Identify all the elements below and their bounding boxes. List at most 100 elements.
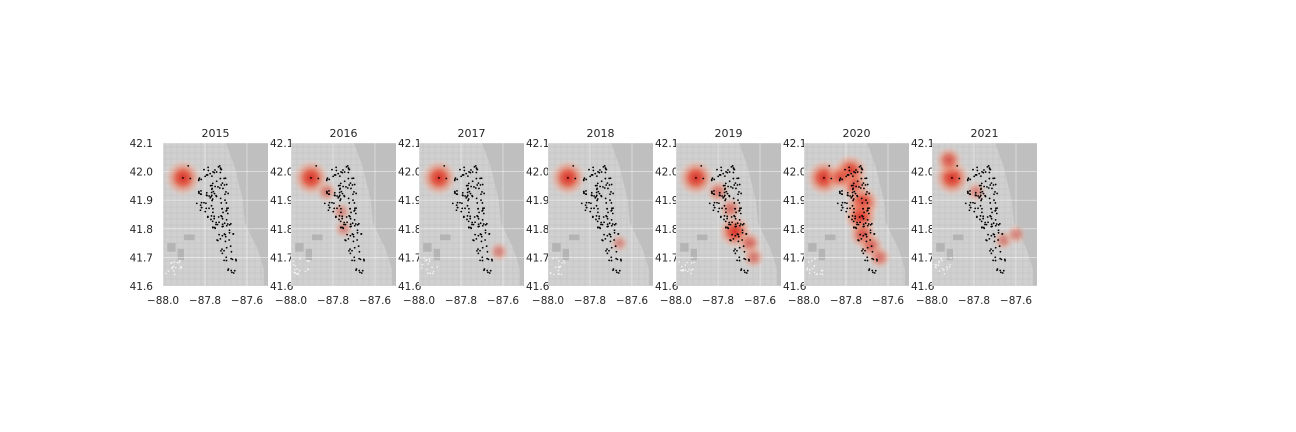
basemap-speckle (943, 273, 946, 275)
panel-content (676, 143, 781, 286)
density-hotspot (933, 145, 964, 176)
station-point (468, 211, 470, 214)
basemap-speckle (550, 272, 552, 275)
station-point (988, 197, 991, 200)
station-point (984, 180, 987, 183)
basemap-speckle (176, 261, 179, 264)
station-point (610, 202, 613, 204)
station-point (956, 164, 959, 167)
y-tick-label-right: 41.7 (398, 252, 421, 264)
station-point (862, 207, 865, 210)
station-point (1002, 269, 1005, 272)
station-point (339, 226, 342, 229)
station-point (339, 184, 341, 187)
station-point (862, 223, 865, 226)
basemap-block (690, 248, 697, 261)
station-point (218, 233, 220, 236)
station-point (224, 199, 226, 202)
station-point (590, 207, 593, 210)
station-point (613, 231, 616, 234)
station-point (997, 231, 1000, 234)
station-point (338, 175, 341, 178)
station-point (746, 269, 749, 272)
station-point (467, 199, 469, 202)
station-point (856, 221, 859, 224)
station-point (610, 218, 613, 221)
y-tick-label-left: 41.6 (130, 281, 154, 293)
station-point (597, 171, 599, 173)
basemap-speckle (816, 273, 819, 275)
station-point (864, 177, 867, 180)
station-point (182, 176, 184, 179)
station-point (610, 224, 613, 227)
station-point (734, 207, 737, 210)
station-point (619, 258, 622, 261)
y-tick-label-right: 41.6 (655, 281, 679, 293)
station-point (343, 221, 346, 224)
station-point (695, 176, 697, 179)
station-point (854, 226, 857, 229)
station-point (475, 167, 478, 169)
station-point (736, 259, 738, 262)
station-point (453, 178, 456, 181)
station-point (466, 188, 469, 191)
station-point (328, 178, 331, 181)
station-point (731, 233, 733, 236)
station-point (846, 174, 849, 176)
station-point (222, 187, 224, 190)
y-tick-label-right: 41.6 (783, 281, 807, 293)
station-point (603, 187, 606, 189)
station-point (471, 195, 474, 198)
basemap-speckle (557, 269, 560, 272)
station-point (1003, 258, 1006, 261)
station-point (224, 240, 227, 243)
station-point (980, 198, 983, 200)
station-point (588, 201, 590, 204)
basemap-speckle (292, 260, 295, 263)
station-point (601, 239, 604, 242)
station-point (720, 169, 723, 172)
station-point (230, 269, 233, 272)
station-point (613, 239, 616, 241)
station-point (597, 190, 600, 193)
station-point (713, 193, 716, 196)
station-point (340, 171, 342, 173)
station-point (977, 195, 979, 197)
station-point (225, 259, 228, 262)
station-point (476, 184, 479, 186)
station-point (478, 187, 480, 190)
station-point (977, 207, 979, 210)
station-point (727, 169, 729, 171)
station-point (489, 269, 492, 272)
station-point (355, 207, 358, 210)
station-point (481, 256, 484, 259)
station-point (199, 209, 202, 212)
station-point (846, 194, 849, 197)
station-point (732, 197, 735, 200)
station-point (339, 198, 342, 200)
station-point (353, 224, 356, 227)
station-point (606, 207, 609, 210)
station-point (336, 195, 338, 197)
facet-panel-2019: 2019 −88.0 −87.8 −87.6 41.6 41.7 41.8 41.9 42.0 4… (660, 127, 807, 307)
basemap-speckle (806, 269, 808, 271)
station-point (967, 192, 969, 194)
station-point (338, 204, 341, 207)
station-point (854, 192, 857, 195)
station-point (221, 225, 224, 228)
station-point (743, 257, 746, 260)
x-tick-label: −88.0 (916, 295, 948, 307)
station-point (333, 207, 336, 210)
station-point (846, 202, 848, 205)
station-point (223, 233, 226, 235)
basemap-speckle (428, 258, 431, 260)
station-point (228, 239, 231, 241)
station-point (743, 269, 746, 272)
basemap-speckle (948, 266, 951, 268)
y-tick-label-right: 41.7 (783, 252, 806, 264)
station-point (479, 184, 482, 186)
y-tick-label-right: 41.6 (270, 281, 294, 293)
station-point (348, 249, 350, 252)
basemap-speckle (690, 269, 693, 272)
station-point (353, 218, 356, 221)
